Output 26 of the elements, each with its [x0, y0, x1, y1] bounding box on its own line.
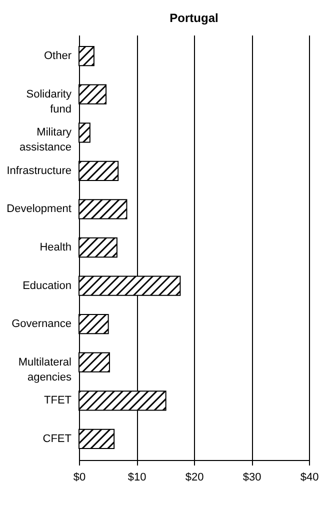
bar — [78, 46, 94, 66]
x-tick-label: $20 — [185, 472, 204, 484]
y-tick-label: Health — [40, 242, 72, 254]
y-tick-label: CFET — [42, 432, 72, 445]
y-tick-label: Development — [6, 203, 72, 216]
y-tick-label: Infrastructure — [6, 164, 72, 177]
x-tick-label: $30 — [242, 472, 262, 484]
y-tick-label: Education — [22, 280, 72, 292]
y-tick-label: Military assistance — [20, 126, 72, 154]
y-tick-label: Other — [44, 50, 72, 62]
bar — [78, 199, 128, 220]
bar — [78, 237, 118, 258]
y-tick-label: Governance — [12, 318, 72, 330]
bar — [78, 160, 119, 181]
x-tick-label: $0 — [73, 472, 86, 484]
y-tick-label: Multilateral agencies — [18, 356, 72, 384]
x-tick-label: $40 — [300, 472, 319, 484]
bar — [78, 352, 110, 372]
bar — [78, 314, 109, 334]
bar — [78, 84, 107, 104]
x-tick-label: $10 — [128, 472, 146, 484]
y-tick-label: Solidarity fund — [26, 88, 72, 116]
bar — [78, 122, 90, 143]
bar — [78, 428, 115, 450]
y-tick-label: TFET — [44, 394, 72, 407]
chart-title: Portugal — [170, 11, 218, 25]
